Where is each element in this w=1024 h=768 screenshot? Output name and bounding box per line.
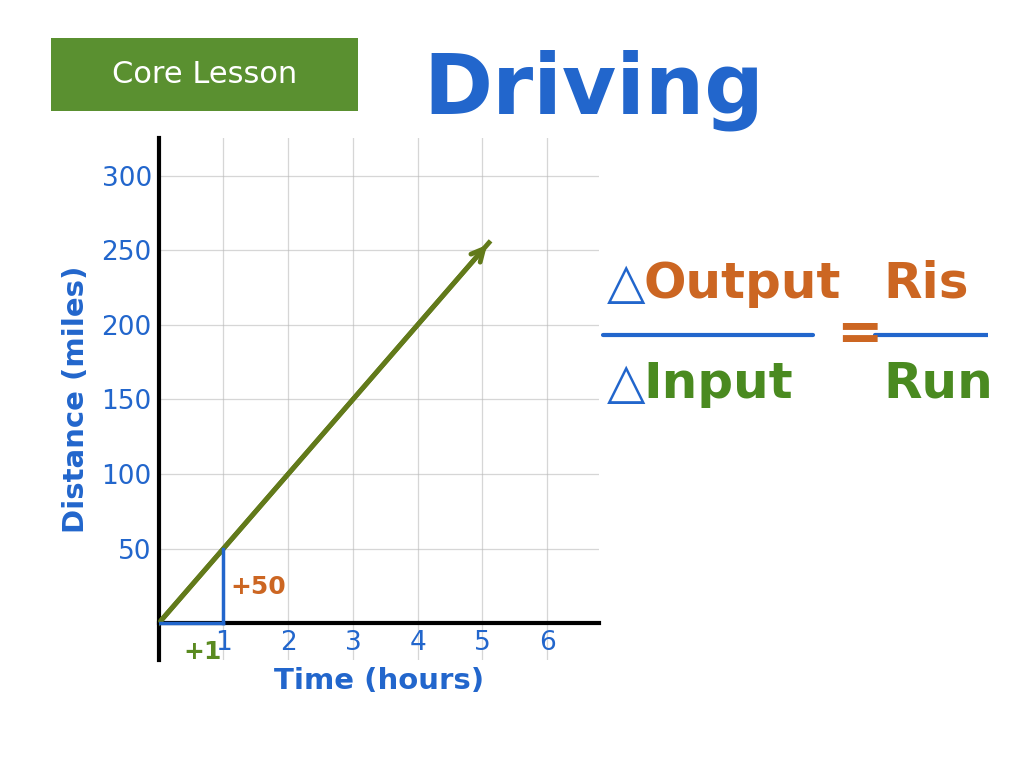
Text: Output: Output [644,260,841,307]
Text: Ris: Ris [883,260,969,307]
Y-axis label: Distance (miles): Distance (miles) [62,266,90,533]
Text: Run: Run [883,359,993,408]
Text: +50: +50 [230,575,286,599]
Text: Driving: Driving [424,50,764,131]
Text: △: △ [607,359,645,408]
Text: △: △ [607,260,645,307]
X-axis label: Time (hours): Time (hours) [273,667,484,695]
Text: =: = [837,308,883,362]
Text: +1: +1 [183,640,222,664]
Text: Core Lesson: Core Lesson [113,61,297,89]
Text: Input: Input [644,359,794,408]
FancyBboxPatch shape [39,35,371,114]
